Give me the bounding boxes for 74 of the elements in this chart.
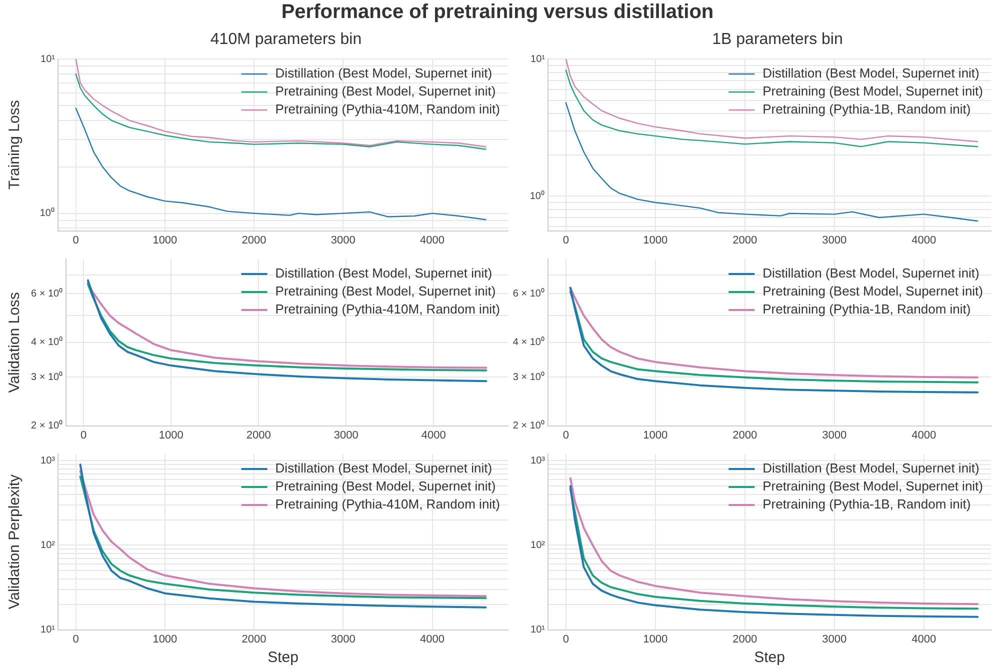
x-tick-label: 0	[562, 429, 569, 442]
legend-label: Pretraining (Best Model, Supernet init)	[275, 478, 496, 494]
legend-label: Distillation (Best Model, Supernet init)	[275, 266, 492, 281]
y-tick-label: 10¹	[40, 624, 56, 636]
x-axis-title: Step	[268, 649, 298, 666]
x-tick-label: 4000	[912, 633, 936, 646]
chart-title: Performance of pretraining versus distillation	[280, 0, 715, 24]
x-tick-label: 3000	[822, 429, 847, 442]
legend-label: Pretraining (Best Model, Supernet init)	[762, 284, 984, 299]
legend-label: Distillation (Best Model, Supernet init)	[275, 460, 492, 476]
x-tick-label: 3000	[330, 234, 356, 246]
x-tick-label: 0	[72, 633, 79, 646]
x-tick-label: 1000	[152, 633, 178, 646]
y-axis-title: Validation Perplexity	[6, 474, 24, 610]
x-tick-label: 4000	[420, 234, 444, 246]
y-tick-label: 3 × 10⁰	[512, 370, 545, 383]
legend-label: Distillation (Best Model, Supernet init)	[762, 266, 980, 281]
x-tick-label: 2000	[732, 234, 758, 246]
x-tick-label: 3000	[822, 633, 847, 646]
y-tick-label: 2 × 10⁰	[30, 420, 64, 432]
y-tick-label: 10⁰	[530, 190, 545, 202]
x-tick-label: 4000	[912, 429, 936, 442]
legend-label: Pretraining (Pythia-410M, Random init)	[275, 302, 500, 317]
x-tick-label: 1000	[643, 429, 668, 442]
y-tick-label: 10¹	[530, 54, 546, 65]
x-tick-label: 4000	[912, 234, 936, 246]
x-tick-label: 3000	[822, 234, 847, 246]
legend-label: Distillation (Best Model, Supernet init)	[275, 66, 492, 81]
x-tick-label: 2000	[246, 429, 271, 442]
x-tick-label: 0	[80, 429, 87, 442]
x-tick-label: 3000	[330, 633, 356, 646]
y-tick-label: 3 × 10⁰	[30, 370, 64, 383]
y-tick-label: 10⁰	[40, 207, 55, 220]
legend-label: Pretraining (Best Model, Supernet init)	[762, 478, 984, 494]
y-axis-title: Training Loss	[6, 100, 24, 190]
x-tick-label: 2000	[242, 234, 266, 246]
legend-label: Distillation (Best Model, Supernet init)	[762, 460, 980, 476]
legend-label: Pretraining (Best Model, Supernet init)	[762, 84, 984, 99]
y-tick-label: 4 × 10⁰	[512, 336, 545, 348]
y-tick-label: 10²	[530, 540, 546, 551]
legend-label: Pretraining (Best Model, Supernet init)	[275, 284, 496, 299]
x-tick-label: 2000	[732, 429, 758, 442]
chart-subtitle: 1B parameters bin	[711, 30, 844, 50]
legend-label: Pretraining (Pythia-410M, Random init)	[275, 102, 500, 117]
y-tick-label: 10³	[40, 455, 56, 466]
y-axis-title: Validation Loss	[6, 292, 24, 393]
x-tick-label: 0	[562, 234, 569, 246]
x-tick-label: 4000	[421, 429, 446, 442]
y-tick-label: 2 × 10⁰	[512, 420, 545, 432]
y-tick-label: 4 × 10⁰	[30, 336, 64, 348]
y-tick-label: 6 × 10⁰	[30, 287, 64, 300]
x-tick-label: 4000	[420, 633, 444, 646]
legend-label: Pretraining (Pythia-410M, Random init)	[275, 496, 500, 512]
y-tick-label: 6 × 10⁰	[512, 287, 545, 300]
legend-label: Pretraining (Pythia-1B, Random init)	[762, 102, 971, 117]
x-tick-label: 2000	[732, 633, 758, 646]
x-tick-label: 1000	[643, 633, 668, 646]
x-tick-label: 1000	[152, 234, 178, 246]
x-axis-title: Step	[754, 649, 785, 666]
y-tick-label: 10¹	[40, 54, 56, 65]
legend-label: Distillation (Best Model, Supernet init)	[762, 66, 980, 81]
x-tick-label: 2000	[242, 633, 266, 646]
y-tick-label: 10¹	[530, 624, 546, 636]
legend-label: Pretraining (Pythia-1B, Random init)	[762, 302, 971, 317]
x-tick-label: 1000	[158, 429, 184, 442]
y-tick-label: 10²	[40, 540, 56, 551]
x-tick-label: 3000	[334, 429, 358, 442]
x-tick-label: 0	[562, 633, 569, 646]
chart-subtitle: 410M parameters bin	[209, 30, 363, 50]
x-tick-label: 0	[72, 234, 79, 246]
y-tick-label: 10³	[530, 455, 546, 466]
legend-label: Pretraining (Pythia-1B, Random init)	[762, 496, 971, 512]
legend-label: Pretraining (Best Model, Supernet init)	[275, 84, 496, 99]
x-tick-label: 1000	[643, 234, 668, 246]
